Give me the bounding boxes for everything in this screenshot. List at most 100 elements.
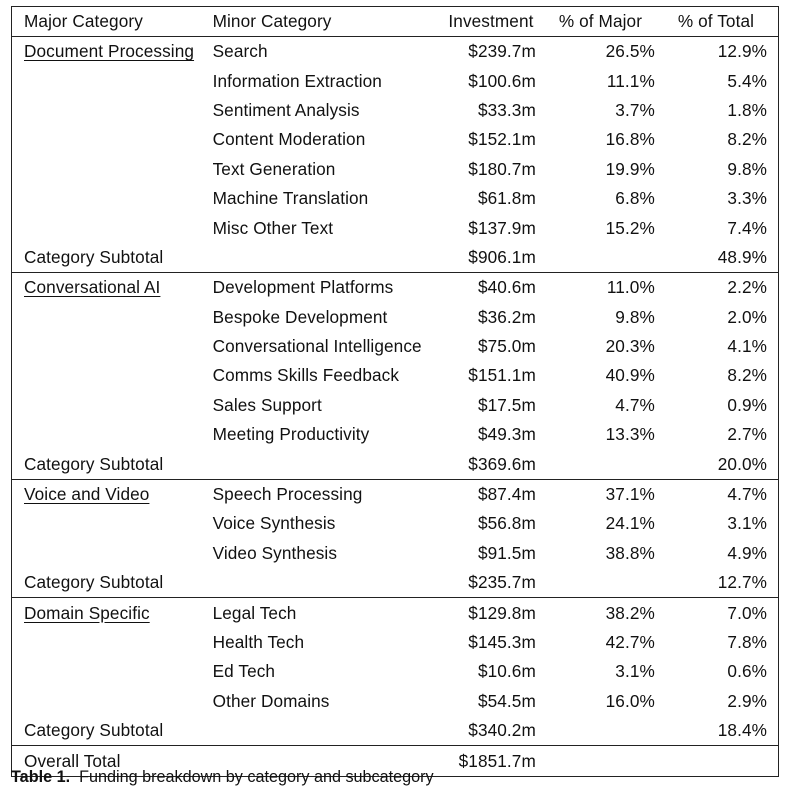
subtotal-pct-total: 18.4% [717, 720, 767, 741]
minor-category-cell: Search [212, 41, 268, 62]
major-category-cell: Domain Specific [11, 597, 201, 628]
pct-total-cell: 4.9% [727, 542, 767, 563]
major-category-cell [12, 96, 201, 125]
subtotal-investment: $235.7m [468, 572, 536, 593]
minor-category-cell: Content Moderation [212, 129, 366, 150]
minor-category-cell: Sentiment Analysis [212, 99, 360, 120]
pct-major-cell: 26.5% [605, 41, 655, 62]
pct-total-cell: 1.8% [727, 99, 767, 120]
pct-total-cell: 4.1% [727, 336, 767, 357]
header-pct-total: % of Total [665, 6, 779, 37]
overall-empty [200, 745, 437, 777]
investment-cell: $49.3m [477, 424, 536, 445]
overall-total-investment: $1851.7m [436, 745, 547, 777]
investment-cell: $129.8m [436, 597, 547, 628]
major-category-cell: Voice and Video [11, 478, 201, 510]
table-row: Comms Skills Feedback $151.1m 40.9% 8.2% [12, 361, 779, 390]
table-row: Conversational AI Development Platforms $4… [11, 272, 779, 303]
table-row: Health Tech $145.3m 42.7% 7.8% [12, 628, 779, 657]
minor-category-cell: Health Tech [212, 632, 305, 652]
minor-category-cell: Bespoke Development [212, 306, 388, 327]
pct-major-cell: 15.2% [605, 217, 655, 238]
minor-category-cell: Ed Tech [212, 661, 276, 682]
investment-cell: $61.8m [477, 188, 536, 209]
subtotal-empty [547, 243, 666, 273]
pct-total-cell: 5.4% [727, 70, 767, 91]
pct-total-cell: 12.9% [717, 41, 767, 62]
subtotal-empty [201, 243, 437, 273]
pct-total-cell: 7.8% [727, 632, 767, 652]
pct-major-cell: 4.7% [615, 394, 655, 415]
subtotal-empty [547, 568, 666, 598]
minor-category-cell: Conversational Intelligence [212, 336, 422, 357]
table-row: Conversational Intelligence $75.0m 20.3% 4.… [12, 332, 779, 361]
pct-total-cell: 9.8% [727, 158, 767, 179]
subtotal-row: Category Subtotal $906.1m 48.9% [12, 243, 779, 273]
investment-cell: $87.4m [436, 478, 547, 510]
minor-category-cell: Voice Synthesis [212, 513, 336, 534]
subtotal-pct-total: 48.9% [717, 246, 767, 267]
table-row: Machine Translation $61.8m 6.8% 3.3% [12, 184, 779, 213]
pct-major-cell: 19.9% [605, 158, 655, 179]
major-category-cell [12, 539, 201, 568]
pct-total-cell: 3.3% [727, 188, 767, 209]
minor-category-cell: Information Extraction [212, 70, 382, 91]
investment-cell: $239.7m [468, 41, 536, 62]
table-row: Voice and Video Speech Processing $87.4m 37… [11, 478, 779, 510]
major-category-cell-text: Document Processing [24, 41, 195, 62]
subtotal-investment: $369.6m [468, 453, 536, 474]
funding-table: Major Category Minor Category Investment… [11, 6, 779, 777]
investment-cell: $75.0m [477, 336, 536, 357]
major-category-cell [12, 184, 201, 213]
pct-major-cell: 16.8% [605, 129, 655, 150]
minor-category-cell: Other Domains [212, 690, 330, 711]
major-category-cell [12, 420, 201, 449]
investment-cell: $152.1m [468, 129, 536, 150]
table-row: Other Domains $54.5m 16.0% 2.9% [12, 687, 779, 716]
overall-total-label: Overall Total [11, 745, 201, 777]
minor-category-cell: Speech Processing [200, 478, 437, 510]
overall-empty [546, 745, 666, 777]
pct-total-cell: 3.1% [727, 513, 767, 534]
subtotal-empty [201, 716, 437, 746]
minor-category-cell: Text Generation [212, 158, 336, 179]
major-category-cell [12, 361, 201, 390]
subtotal-empty [201, 449, 437, 479]
major-category-cell [12, 628, 201, 657]
minor-category-cell: Comms Skills Feedback [212, 365, 400, 386]
pct-total-cell: 0.6% [727, 661, 767, 682]
minor-category-cell: Machine Translation [212, 188, 369, 209]
table-row: Ed Tech $10.6m 3.1% 0.6% [12, 657, 779, 686]
pct-major-cell: 40.9% [605, 365, 655, 386]
investment-cell: $36.2m [477, 306, 536, 327]
investment-cell: $33.3m [477, 99, 536, 120]
subtotal-label: Category Subtotal [24, 572, 164, 593]
subtotal-row: Category Subtotal $369.6m 20.0% [12, 449, 779, 479]
table-row: Voice Synthesis $56.8m 24.1% 3.1% [12, 509, 779, 538]
table-caption: Table 1. Funding breakdown by category an… [11, 766, 434, 788]
major-category-cell [12, 66, 201, 95]
table-body: Document Processing Search $239.7m 26.5% 12.… [11, 37, 779, 777]
subtotal-row: Category Subtotal $340.2m 18.4% [12, 716, 779, 746]
investment-cell: $17.5m [477, 394, 536, 415]
header-major-category: Major Category [11, 6, 201, 37]
minor-category-cell: Misc Other Text [212, 217, 334, 238]
table-row: Domain Specific Legal Tech $129.8m 38.2% 7.0… [11, 597, 779, 628]
minor-category-cell: Meeting Productivity [212, 424, 370, 445]
pct-major-cell: 16.0% [605, 690, 655, 711]
header-minor-category: Minor Category [200, 6, 437, 37]
major-category-cell [12, 303, 201, 332]
investment-cell: $54.5m [477, 690, 536, 711]
caption-text: Funding breakdown by category and subcat… [79, 768, 434, 786]
investment-cell: $100.6m [468, 70, 536, 91]
pct-total-cell: 2.9% [727, 690, 767, 711]
subtotal-label: Category Subtotal [24, 453, 164, 474]
investment-cell: $40.6m [436, 272, 547, 303]
table-row: Misc Other Text $137.9m 15.2% 7.4% [12, 213, 779, 242]
pct-major-cell: 9.8% [615, 306, 655, 327]
minor-category-cell: Sales Support [212, 394, 322, 415]
subtotal-pct-total: 12.7% [717, 572, 767, 593]
pct-major-cell: 42.7% [605, 632, 655, 652]
pct-total-cell: 7.4% [727, 217, 767, 238]
pct-major-cell: 37.1% [546, 478, 666, 510]
